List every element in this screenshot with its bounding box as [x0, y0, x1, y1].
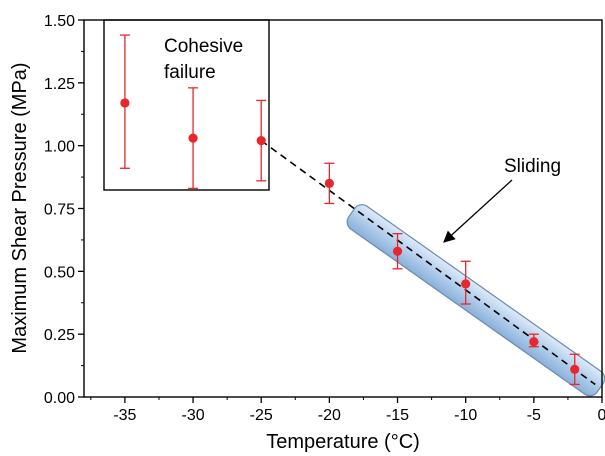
y-axis-ticks: 0.00 0.25 0.50 0.75 1.00 1.25 1.50 — [44, 13, 84, 407]
x-tick-label: -30 — [181, 407, 204, 424]
trend-line-dashed — [260, 139, 596, 386]
data-point — [188, 133, 198, 143]
x-tick-label: -25 — [250, 407, 273, 424]
y-tick-label: 0.00 — [44, 390, 75, 407]
annotation-cohesive-line2: failure — [164, 62, 216, 83]
x-tick-label: -10 — [454, 407, 477, 424]
y-tick-label: 0.50 — [44, 264, 75, 281]
annotation-cohesive-line1: Cohesive — [164, 36, 243, 57]
data-point — [392, 246, 403, 256]
y-tick-label: 1.50 — [44, 13, 75, 30]
x-tick-label: -15 — [386, 407, 409, 424]
data-point — [324, 178, 334, 188]
annotation-sliding: Sliding — [504, 156, 561, 177]
data-point — [120, 98, 130, 108]
y-tick-label: 1.25 — [44, 76, 75, 93]
y-tick-label: 0.75 — [44, 202, 75, 219]
x-tick-label: -5 — [527, 407, 541, 424]
data-point — [570, 364, 580, 374]
x-tick-label: -20 — [318, 407, 341, 424]
sliding-arrow — [443, 179, 513, 243]
data-point — [256, 136, 266, 146]
y-tick-label: 1.00 — [44, 139, 75, 156]
sliding-region-band — [346, 204, 605, 397]
sliding-band-shape — [346, 204, 605, 397]
x-tick-label: 0 — [598, 407, 605, 424]
x-axis-ticks: -35 -30 -25 -20 -15 -10 -5 0 — [90, 397, 605, 424]
data-points — [120, 98, 580, 374]
x-axis-title: Temperature (°C) — [266, 431, 420, 453]
x-tick-label: -35 — [113, 407, 136, 424]
trend-line — [260, 139, 596, 386]
data-point — [529, 337, 539, 347]
y-tick-label: 0.25 — [44, 327, 75, 344]
y-axis-title: Maximum Shear Pressure (MPa) — [9, 62, 31, 353]
data-point — [461, 279, 471, 289]
